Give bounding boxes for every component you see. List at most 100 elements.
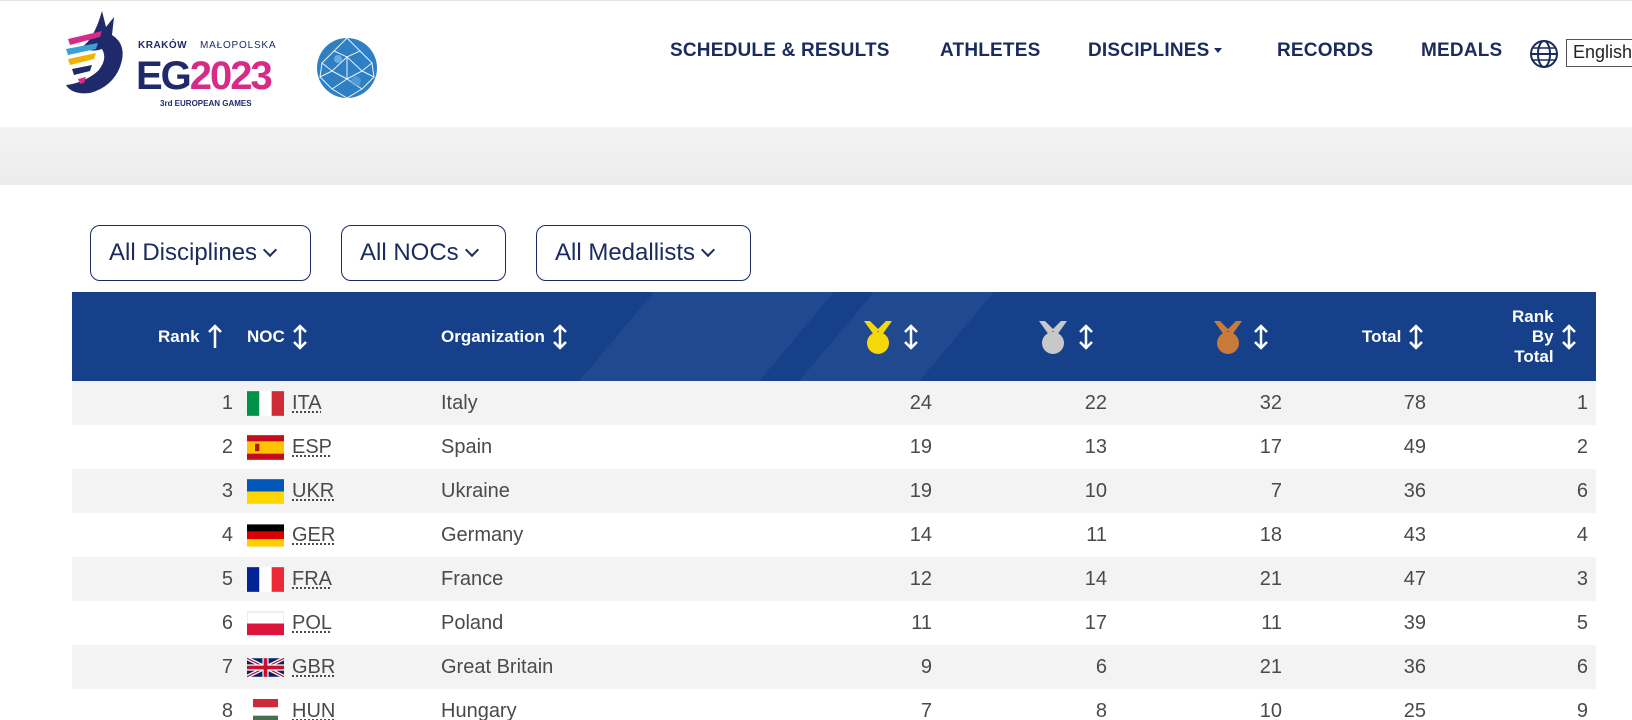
cell-bronze: 32 — [1182, 381, 1282, 425]
cell-rank: 5 — [72, 557, 233, 601]
spain-flag-icon — [247, 434, 284, 460]
th-organization[interactable]: Organization — [441, 292, 567, 381]
cell-gold: 14 — [832, 513, 932, 557]
nav-disciplines-label: DISCIPLINES — [1088, 40, 1210, 61]
table-row-esp[interactable]: 2 ESP Spain 19 13 17 49 2 — [72, 425, 1596, 469]
nav-medals[interactable]: MEDALS — [1421, 40, 1503, 61]
cell-silver: 13 — [1007, 425, 1107, 469]
noc-code-link[interactable]: UKR — [292, 479, 335, 502]
nav-disciplines[interactable]: DISCIPLINES — [1088, 40, 1222, 62]
table-row-fra[interactable]: 5 FRA France 12 14 21 47 3 — [72, 557, 1596, 601]
header-band — [0, 127, 1632, 185]
logo-eg-text: EG — [136, 54, 192, 98]
organization-name: Great Britain — [441, 655, 554, 678]
sort-updown-icon — [1561, 323, 1576, 350]
dragon-logo-icon — [66, 11, 123, 94]
total-count: 47 — [1403, 567, 1426, 590]
cell-rank-by-total: 6 — [1472, 469, 1588, 513]
gold-count: 7 — [920, 699, 932, 720]
gold-count: 12 — [909, 567, 932, 590]
silver-count: 13 — [1084, 435, 1107, 458]
cell-gold: 19 — [832, 425, 932, 469]
cell-total: 49 — [1322, 425, 1426, 469]
cell-bronze: 21 — [1182, 645, 1282, 689]
germany-flag-icon — [247, 523, 284, 548]
cell-silver: 8 — [1007, 689, 1107, 720]
sort-updown-icon — [553, 323, 567, 350]
ukraine-flag-icon — [247, 478, 284, 504]
cell-bronze: 21 — [1182, 557, 1282, 601]
cell-total: 36 — [1322, 469, 1426, 513]
table-row-ger[interactable]: 4 GER Germany 14 11 18 43 4 — [72, 513, 1596, 557]
cell-organization: Ukraine — [441, 469, 510, 513]
table-row-gbr[interactable]: 7 GBR Great Britain 9 6 21 36 6 — [72, 645, 1596, 689]
noc-code-link[interactable]: FRA — [292, 567, 332, 590]
th-total[interactable]: Total — [1362, 292, 1424, 381]
silver-count: 17 — [1084, 611, 1107, 634]
rank-value: 1 — [221, 391, 233, 414]
cell-silver: 14 — [1007, 557, 1107, 601]
cell-gold: 9 — [832, 645, 932, 689]
organization-name: France — [441, 567, 504, 590]
th-noc[interactable]: NOC — [247, 292, 307, 381]
globe-icon[interactable] — [1529, 39, 1559, 69]
th-rank-by-total-line3: Total — [1514, 346, 1554, 366]
silver-count: 10 — [1084, 479, 1107, 502]
medallists-filter[interactable]: All Medallists — [536, 225, 751, 281]
cell-total: 25 — [1322, 689, 1426, 720]
cell-silver: 22 — [1007, 381, 1107, 425]
th-rank[interactable]: Rank — [158, 292, 222, 381]
silver-count: 22 — [1084, 391, 1107, 414]
nav-records[interactable]: RECORDS — [1277, 40, 1374, 61]
th-gold[interactable] — [860, 292, 918, 381]
table-row-ukr[interactable]: 3 UKR Ukraine 19 10 7 36 6 — [72, 469, 1596, 513]
th-rank-by-total[interactable]: Rank By Total — [1512, 292, 1576, 381]
nav-schedule-results[interactable]: SCHEDULE & RESULTS — [670, 40, 890, 61]
eg2023-logo[interactable]: KRAKÓW MAŁOPOLSKA EG2023 3rd EUROPEAN GA… — [62, 9, 292, 108]
nocs-filter[interactable]: All NOCs — [341, 225, 506, 281]
nav-athletes[interactable]: ATHLETES — [940, 40, 1041, 61]
rank-by-total-value: 1 — [1576, 391, 1588, 414]
bronze-count: 21 — [1259, 567, 1282, 590]
noc-code-link[interactable]: ESP — [292, 435, 333, 458]
table-row-pol[interactable]: 6 POL Poland 11 17 11 39 5 — [72, 601, 1596, 645]
table-row-ita[interactable]: 1 ITA Italy 24 22 32 78 1 — [72, 381, 1596, 425]
th-bronze[interactable] — [1210, 292, 1268, 381]
cell-gold: 7 — [832, 689, 932, 720]
gold-count: 14 — [909, 523, 932, 546]
total-count: 39 — [1403, 611, 1426, 634]
noc-code-link[interactable]: GBR — [292, 655, 336, 678]
table-row-hun[interactable]: 8 HUN Hungary 7 8 10 25 9 — [72, 689, 1596, 720]
cell-rank: 6 — [72, 601, 233, 645]
noc-code-link[interactable]: ITA — [292, 391, 322, 414]
bronze-count: 17 — [1259, 435, 1282, 458]
cell-rank-by-total: 9 — [1472, 689, 1588, 720]
cell-gold: 24 — [832, 381, 932, 425]
language-select[interactable]: English — [1566, 39, 1632, 67]
table-header: Rank NOC Organization — [72, 292, 1596, 381]
th-noc-label: NOC — [247, 326, 285, 346]
logo-region-text: MAŁOPOLSKA — [200, 40, 277, 51]
cell-organization: Poland — [441, 601, 503, 645]
cell-rank-by-total: 5 — [1472, 601, 1588, 645]
th-silver[interactable] — [1035, 292, 1093, 381]
organization-name: Spain — [441, 435, 493, 458]
cell-rank: 8 — [72, 689, 233, 720]
disciplines-filter[interactable]: All Disciplines — [90, 225, 311, 281]
organization-name: Germany — [441, 523, 524, 546]
noc-code-link[interactable]: HUN — [292, 699, 336, 720]
site-header: KRAKÓW MAŁOPOLSKA EG2023 3rd EUROPEAN GA… — [0, 0, 1632, 127]
rank-value: 7 — [221, 655, 233, 678]
cell-noc: GBR — [247, 645, 335, 689]
silver-count: 14 — [1084, 567, 1107, 590]
cell-noc: ESP — [247, 425, 332, 469]
france-flag-icon — [247, 566, 284, 592]
bronze-count: 7 — [1270, 479, 1282, 502]
caret-down-icon — [1213, 48, 1222, 54]
th-rank-label: Rank — [158, 326, 200, 346]
noc-code-link[interactable]: POL — [292, 611, 333, 634]
cell-noc: POL — [247, 601, 332, 645]
uk-flag-icon — [247, 655, 284, 680]
rank-by-total-value: 9 — [1576, 699, 1588, 720]
noc-code-link[interactable]: GER — [292, 523, 336, 546]
